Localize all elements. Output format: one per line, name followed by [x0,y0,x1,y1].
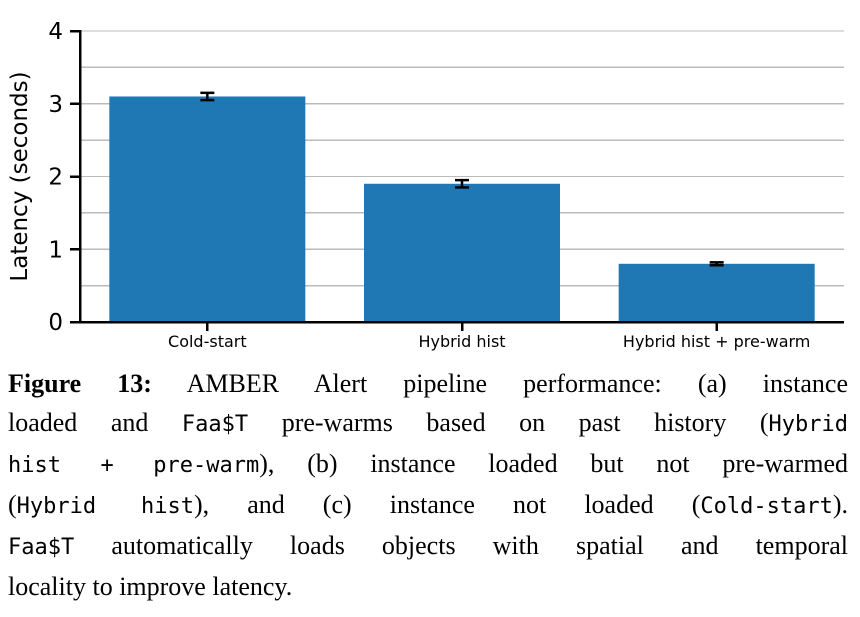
caption-segment: Hybrid [768,412,848,437]
caption-segment: ). [832,490,848,519]
caption-segment: AMBER Alert pipeline performance: (a) in… [151,369,848,398]
caption-segment: loaded and [8,408,182,437]
bar-hybrid-hist-pre-warm [618,263,815,322]
figure-caption: Figure 13: AMBER Alert pipeline performa… [8,364,848,606]
caption-line: locality to improve latency. [8,567,848,606]
caption-segment: ( [8,490,17,519]
caption-segment: hist + pre-warm [8,453,260,478]
x-tick-label: Hybrid hist [418,332,505,351]
y-tick-label: 1 [48,237,63,263]
bar-hybrid-hist [364,183,560,322]
caption-line: hist + pre-warm), (b) instance loaded bu… [8,444,848,485]
caption-segment: ), (b) instance loaded but not pre-warme… [259,449,848,478]
caption-segment: Cold-start [700,494,833,519]
caption-segment: pre-warms based on past history ( [248,408,769,437]
caption-segment: automatically loads objects with spatial… [74,531,848,560]
latency-bar-chart: Cold-start Hybrid hist Hybrid hist + pre-w… [7,19,844,351]
bar-cold-start [109,96,306,322]
caption-line: Figure 13: AMBER Alert pipeline performa… [8,364,848,403]
caption-segment: Faa$T [181,412,249,437]
caption-line: loaded and Faa$T pre-warms based on past… [8,403,848,444]
caption-line: Faa$T automatically loads objects with s… [8,526,848,567]
y-tick-label: 4 [48,19,63,45]
caption-segment: locality to improve latency. [8,572,293,601]
y-axis-label: Latency (seconds) [7,71,33,281]
caption-figure-label: Figure 13: [8,369,152,398]
y-tick-label: 3 [48,92,63,118]
caption-segment: Faa$T [8,535,75,560]
x-tick-label: Cold-start [168,332,247,351]
x-tick-label: Hybrid hist + pre-warm [623,332,810,351]
y-tick-label: 0 [48,310,63,336]
caption-segment: Hybrid hist [16,494,194,519]
caption-line: (Hybrid hist), and (c) instance not load… [8,485,848,526]
y-tick-label: 2 [48,165,63,191]
caption-segment: ), and (c) instance not loaded ( [193,490,701,519]
